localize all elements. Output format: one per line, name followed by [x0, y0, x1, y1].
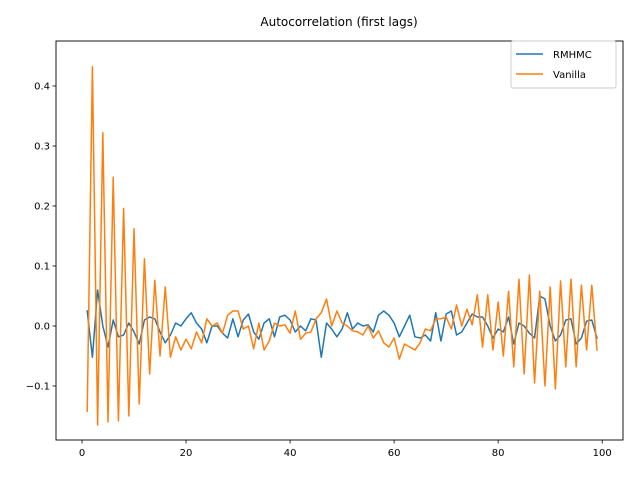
legend-label-vanilla: Vanilla: [553, 70, 586, 81]
x-tick-label: 40: [284, 448, 297, 459]
x-axis: 0 20 40 60 80 100: [79, 440, 612, 459]
y-axis: −0.1 0.0 0.1 0.2 0.3 0.4: [26, 82, 56, 393]
chart-title: Autocorrelation (first lags): [260, 15, 417, 29]
axes-frame: [55, 40, 624, 441]
x-tick-label: 100: [593, 448, 612, 459]
y-tick-label: 0.2: [34, 202, 50, 213]
y-tick-label: −0.1: [26, 382, 50, 393]
x-tick-label: 80: [492, 448, 505, 459]
x-tick-label: 60: [388, 448, 401, 459]
legend-box: [510, 40, 617, 89]
plot-area: [86, 66, 598, 426]
series-line-vanilla: [86, 66, 598, 426]
y-tick-label: 0.4: [34, 82, 50, 93]
y-tick-label: 0.0: [34, 322, 50, 333]
x-tick-label: 20: [180, 448, 193, 459]
y-tick-label: 0.1: [34, 262, 50, 273]
legend: RMHMC Vanilla: [510, 40, 617, 89]
y-tick-label: 0.3: [34, 142, 50, 153]
legend-label-rmhmc: RMHMC: [553, 50, 592, 61]
x-tick-label: 0: [79, 448, 85, 459]
